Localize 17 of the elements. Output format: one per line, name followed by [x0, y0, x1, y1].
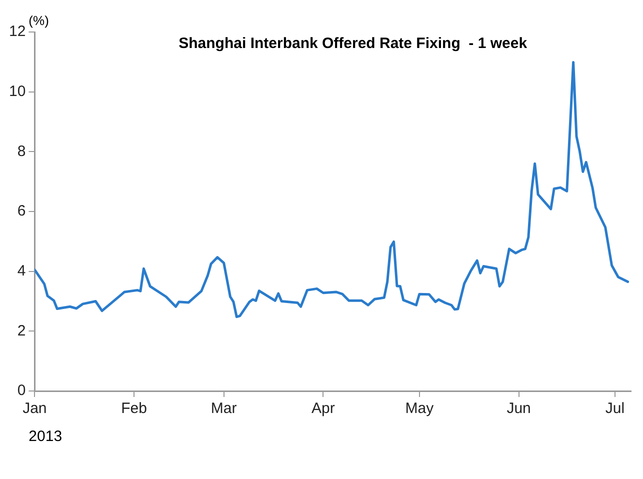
y-tick-label: 4: [17, 262, 26, 280]
y-tick-label: 8: [17, 142, 26, 160]
y-tick-label: 6: [17, 202, 26, 220]
y-tick-label: 10: [8, 82, 26, 100]
chart-title: Shanghai Interbank Offered Rate Fixing - 1 week: [178, 35, 528, 52]
y-tick-label: 2: [17, 322, 26, 340]
y-tick-label: 0: [17, 382, 26, 400]
x-tick-label: May: [405, 400, 434, 418]
x-tick-label: Apr: [312, 400, 335, 418]
x-tick-label: Jul: [605, 400, 625, 418]
x-tick-label: Jun: [506, 400, 531, 418]
y-tick-label: 12: [8, 23, 26, 40]
y-axis-title: (%): [28, 13, 49, 28]
x-axis-title: 2013: [28, 428, 62, 446]
x-tick-label: Mar: [210, 400, 237, 418]
x-tick-label: Feb: [121, 400, 147, 418]
x-tick-label: Jan: [22, 400, 47, 418]
